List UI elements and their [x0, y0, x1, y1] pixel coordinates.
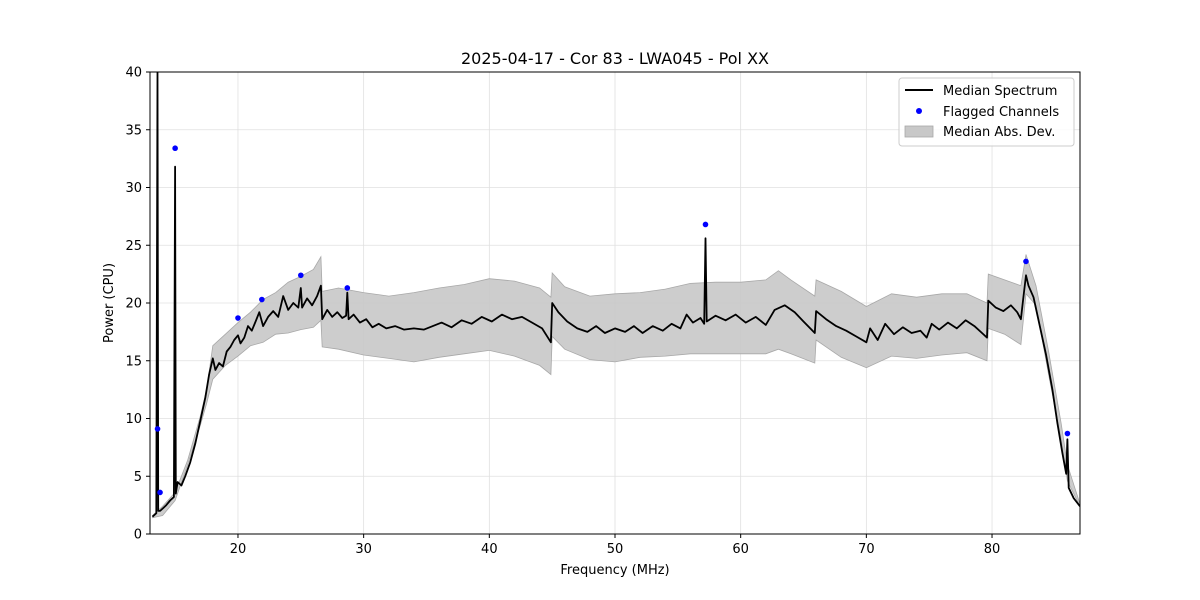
flagged-channel-point: [702, 221, 709, 228]
y-tick-label: 30: [125, 181, 142, 196]
legend-label-flagged-channels: Flagged Channels: [943, 105, 1059, 120]
y-tick-label: 10: [125, 412, 142, 427]
flagged-channel-point: [154, 426, 161, 432]
flagged-channel-point: [344, 285, 351, 291]
flagged-channel-point: [172, 145, 178, 152]
y-axis-label: Power (CPU): [102, 263, 117, 343]
legend-dot-swatch: [916, 108, 922, 114]
flagged-channel-points: [154, 145, 1071, 496]
flagged-channel-point: [1064, 430, 1071, 437]
legend-label-median-spectrum: Median Spectrum: [943, 84, 1057, 99]
median-spectrum-line: [151, 72, 1080, 518]
y-tick-label: 20: [125, 297, 142, 312]
flagged-channel-point: [157, 489, 163, 496]
x-tick-label: 60: [732, 542, 749, 557]
legend-band-swatch: [904, 125, 934, 138]
plot-area: [151, 72, 1080, 519]
y-tick-label: 15: [125, 354, 142, 369]
x-tick-label: 20: [230, 542, 247, 557]
x-tick-label: 80: [984, 542, 1001, 557]
y-axis-ticks: 0 5 10 15 20 25 30 35 40: [125, 66, 150, 543]
legend: Median Spectrum Flagged Channels Median …: [898, 77, 1075, 147]
y-tick-label: 40: [125, 66, 142, 81]
x-axis-label: Frequency (MHz): [560, 563, 669, 578]
x-axis-ticks: 20 30 40 50 60 70 80: [230, 534, 1001, 557]
y-tick-label: 5: [134, 470, 142, 485]
flagged-channel-point: [1023, 258, 1029, 265]
y-tick-label: 0: [134, 528, 142, 543]
flagged-channel-point: [235, 315, 241, 321]
x-tick-label: 30: [355, 542, 372, 557]
x-tick-label: 40: [481, 542, 498, 557]
x-tick-label: 70: [858, 542, 875, 557]
y-tick-label: 25: [125, 239, 142, 254]
flagged-channel-point: [298, 272, 304, 279]
chart-title: 2025-04-17 - Cor 83 - LWA045 - Pol XX: [461, 49, 769, 68]
flagged-channel-point: [259, 296, 265, 303]
legend-box: [898, 77, 1075, 147]
legend-label-median-abs-dev: Median Abs. Dev.: [943, 125, 1055, 140]
median-abs-dev-band: [152, 254, 1080, 519]
y-tick-label: 35: [125, 123, 142, 138]
x-tick-label: 50: [607, 542, 624, 557]
